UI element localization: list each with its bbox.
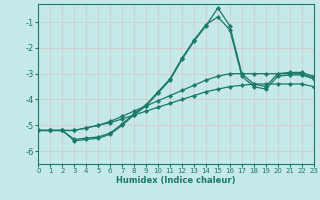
X-axis label: Humidex (Indice chaleur): Humidex (Indice chaleur) bbox=[116, 176, 236, 185]
